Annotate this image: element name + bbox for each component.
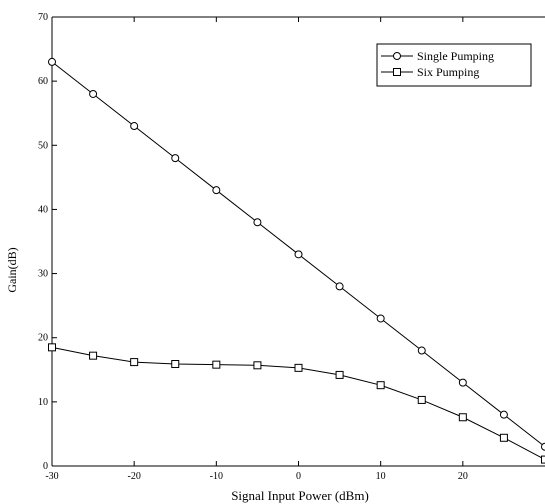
data-point-circle	[335, 282, 344, 291]
legend-label: Six Pumping	[417, 65, 479, 79]
x-tick-label: 0	[296, 471, 301, 482]
y-tick-label: 30	[38, 269, 48, 280]
legend-marker-circle	[393, 52, 401, 60]
legend-marker-square	[393, 68, 401, 76]
data-point-square	[499, 433, 508, 442]
data-point-square	[89, 351, 98, 360]
data-point-square	[130, 358, 139, 367]
data-point-circle	[48, 57, 56, 66]
series-lines	[51, 61, 545, 461]
data-point-circle	[212, 186, 221, 195]
data-point-square	[335, 370, 344, 379]
y-tick-label: 40	[38, 204, 48, 215]
data-point-square	[376, 381, 385, 390]
data-point-square	[253, 361, 262, 370]
data-point-square	[294, 363, 303, 372]
x-tick-label: -20	[127, 471, 140, 482]
data-point-square	[417, 395, 426, 404]
y-tick-label: 50	[38, 140, 48, 151]
x-axis-label: Signal Input Power (dBm)	[231, 488, 369, 503]
y-tick-label: 0	[43, 461, 48, 472]
series-markers	[48, 57, 545, 464]
legend-label: Single Pumping	[417, 49, 494, 63]
legend: Single Pumping Six Pumping	[376, 43, 532, 87]
data-point-square	[171, 360, 180, 369]
data-point-circle	[458, 378, 467, 387]
x-tick-label: -10	[210, 471, 223, 482]
y-tick-label: 60	[38, 76, 48, 87]
data-point-circle	[541, 442, 545, 451]
data-point-circle	[171, 154, 180, 163]
y-tick-label: 20	[38, 333, 48, 344]
legend-box	[376, 43, 532, 87]
data-point-circle	[294, 250, 303, 259]
y-axis-label: Gain(dB)	[5, 247, 19, 292]
data-point-circle	[376, 314, 385, 323]
x-tick-label: -30	[45, 471, 58, 482]
axes: -30 -20 -10 0 10 20 0 10 20 30 40 50 60 70	[38, 12, 545, 482]
data-point-circle	[499, 410, 508, 419]
data-point-circle	[130, 122, 139, 131]
y-tick-label: 70	[38, 12, 48, 23]
data-point-square	[541, 455, 545, 464]
data-point-circle	[417, 346, 426, 355]
data-point-square	[458, 413, 467, 422]
data-point-square	[48, 343, 56, 352]
x-tick-label: 20	[458, 471, 468, 482]
data-point-circle	[89, 89, 98, 98]
x-tick-label: 10	[376, 471, 386, 482]
data-point-square	[212, 360, 221, 369]
y-tick-label: 10	[38, 397, 48, 408]
data-point-circle	[253, 218, 262, 227]
